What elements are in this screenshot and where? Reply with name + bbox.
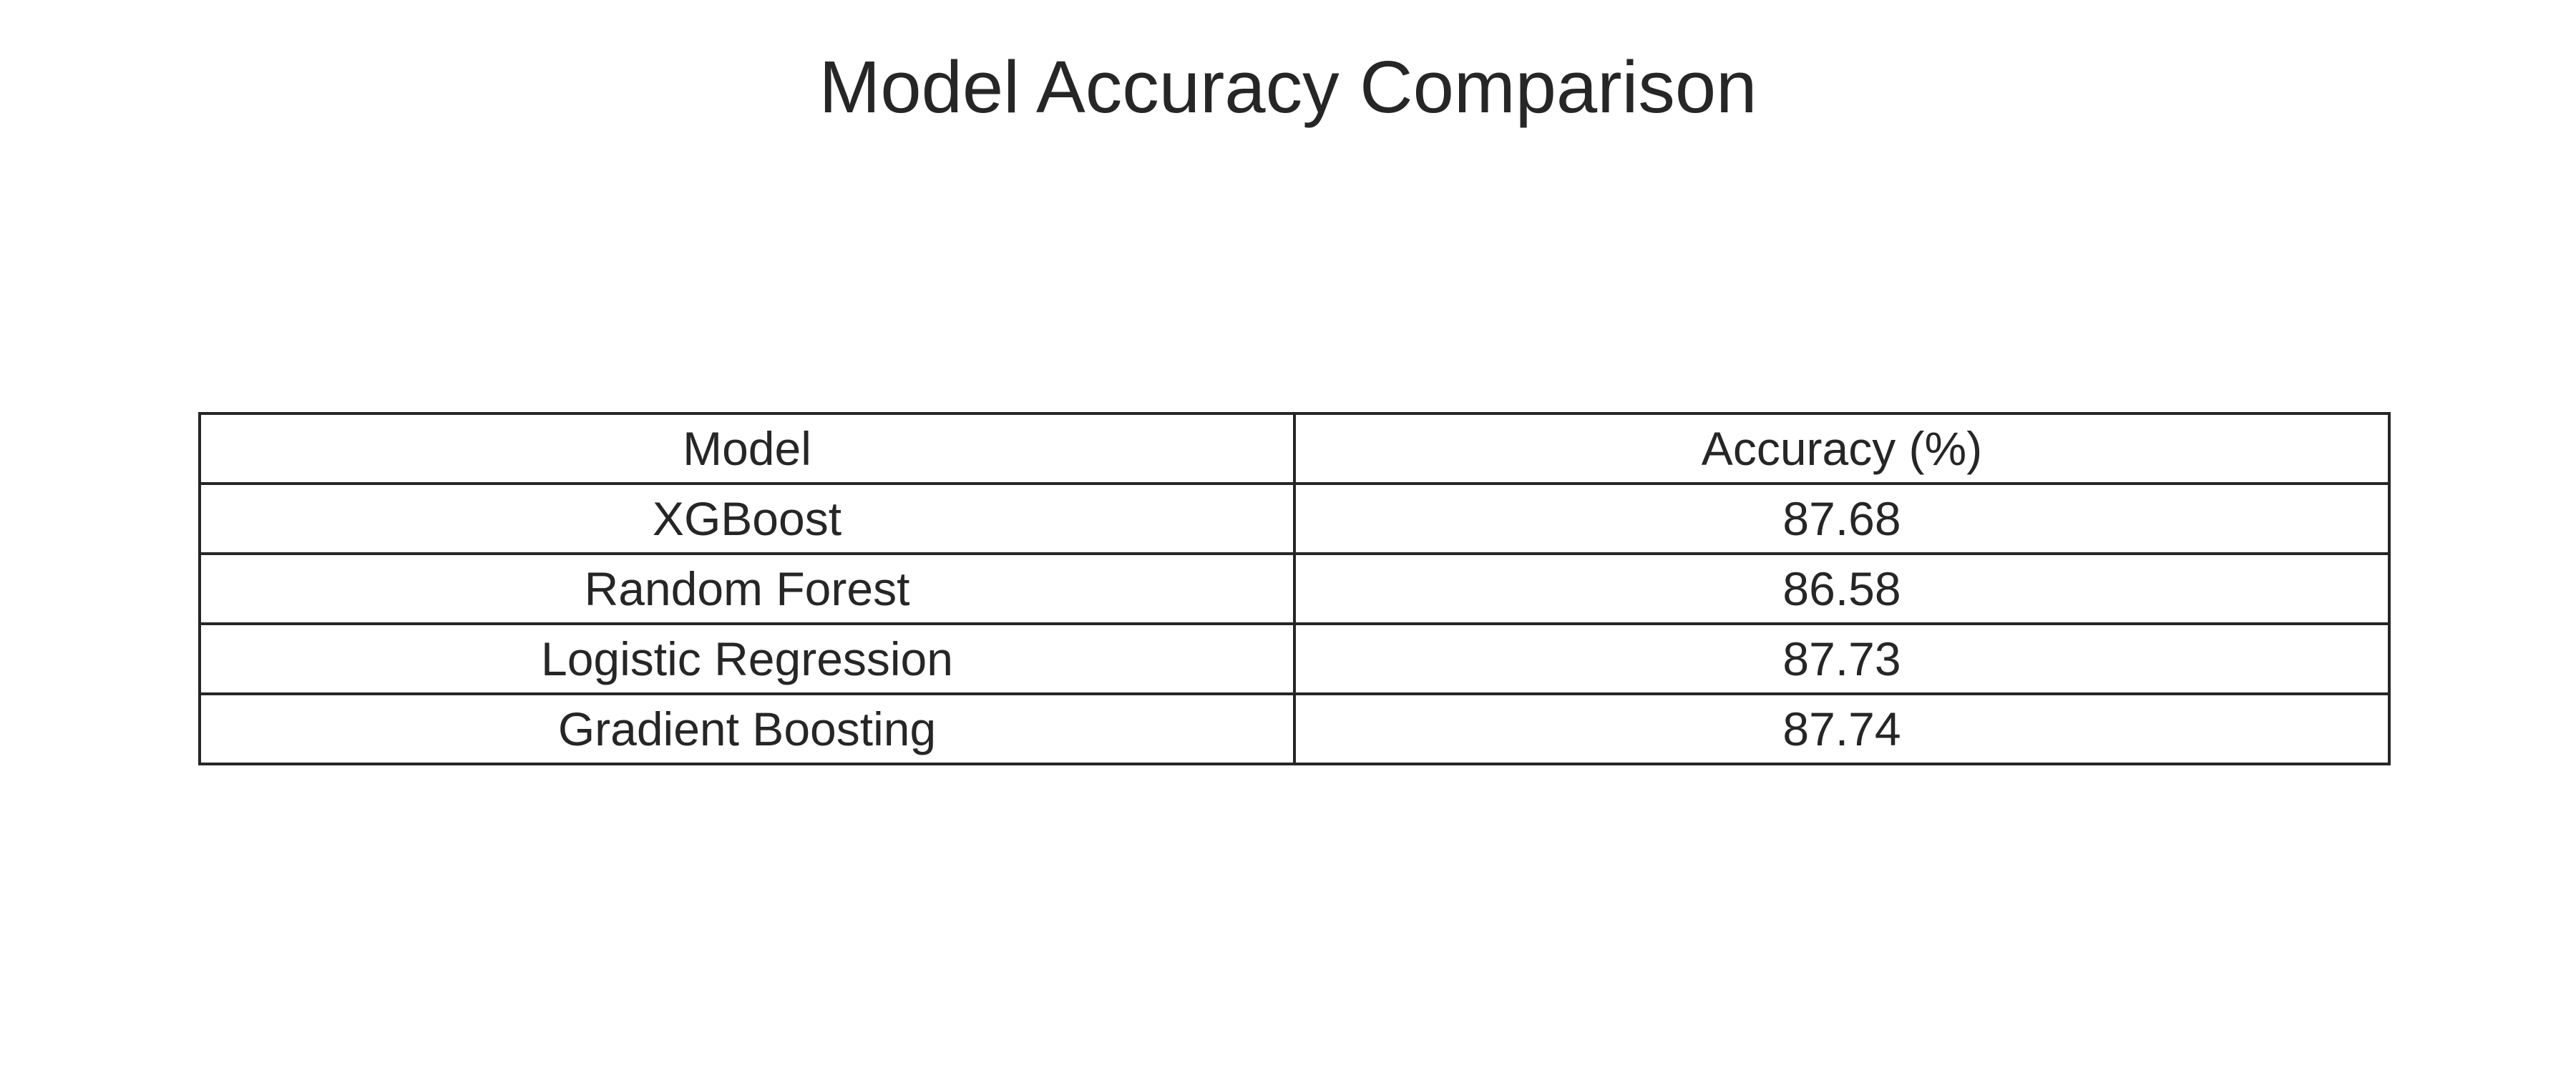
table-row: Gradient Boosting 87.74 <box>198 692 2391 765</box>
model-cell: Gradient Boosting <box>198 692 1296 765</box>
accuracy-cell: 87.73 <box>1293 622 2391 695</box>
column-header-model: Model <box>198 412 1296 485</box>
model-cell: Logistic Regression <box>198 622 1296 695</box>
column-header-accuracy: Accuracy (%) <box>1293 412 2391 485</box>
accuracy-cell: 86.58 <box>1293 552 2391 625</box>
chart-title: Model Accuracy Comparison <box>819 46 1757 128</box>
table-header-row: Model Accuracy (%) <box>198 412 2391 485</box>
table-row: Random Forest 86.58 <box>198 552 2391 625</box>
results-table: Model Accuracy (%) XGBoost 87.68 Random … <box>198 412 2391 765</box>
model-cell: XGBoost <box>198 482 1296 555</box>
accuracy-cell: 87.74 <box>1293 692 2391 765</box>
model-cell: Random Forest <box>198 552 1296 625</box>
accuracy-cell: 87.68 <box>1293 482 2391 555</box>
table-row: Logistic Regression 87.73 <box>198 622 2391 695</box>
table-row: XGBoost 87.68 <box>198 482 2391 555</box>
